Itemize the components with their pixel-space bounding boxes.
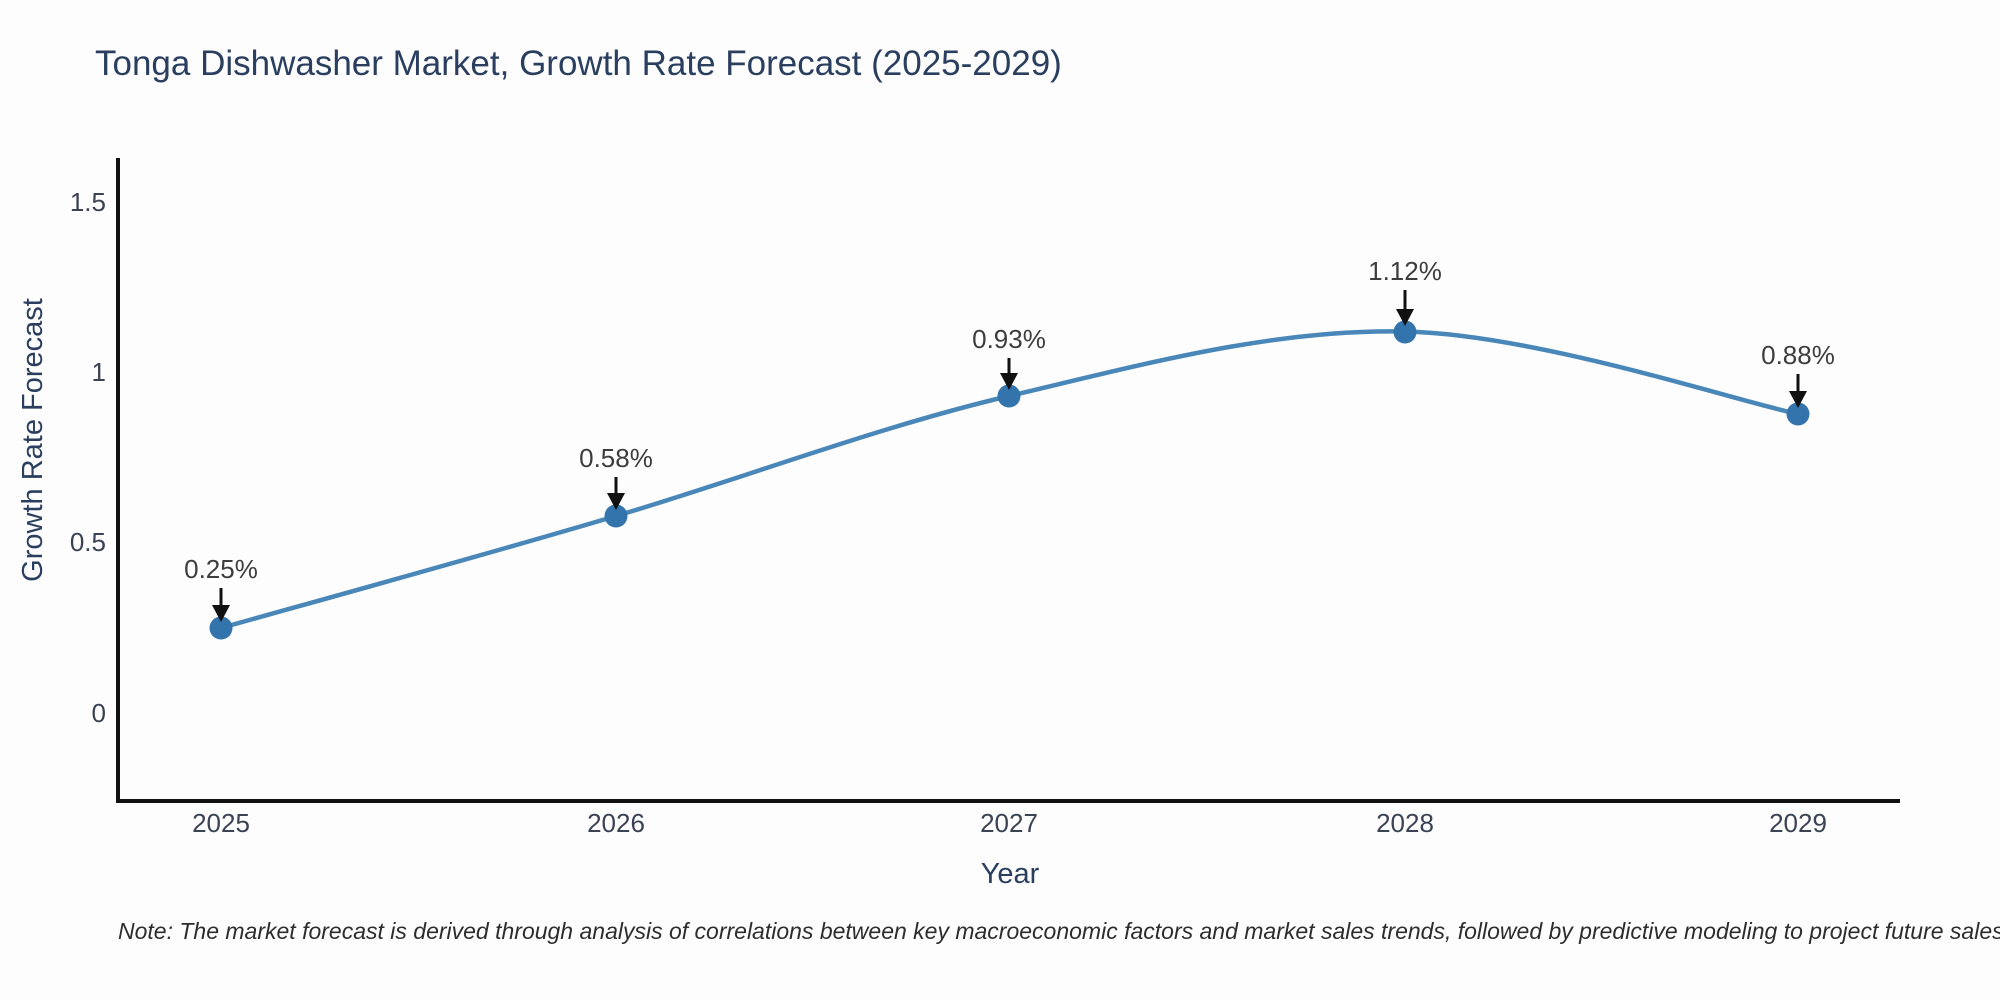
x-tick-label: 2028 — [1376, 808, 1434, 838]
annotation-arrowhead-icon — [1789, 391, 1807, 408]
x-tick-label: 2026 — [587, 808, 645, 838]
y-tick-label: 1.5 — [70, 187, 106, 217]
data-point-marker — [997, 384, 1021, 408]
data-point-2026: 0.58% — [579, 443, 653, 528]
data-point-label: 1.12% — [1368, 256, 1442, 286]
y-tick-label: 0.5 — [70, 527, 106, 557]
x-tick-label: 2029 — [1769, 808, 1827, 838]
chart-title: Tonga Dishwasher Market, Growth Rate For… — [95, 44, 1062, 83]
y-tick-label: 1 — [92, 357, 106, 387]
annotation-arrowhead-icon — [607, 493, 625, 510]
data-point-marker — [1786, 402, 1810, 426]
annotation-arrowhead-icon — [1396, 309, 1414, 326]
y-axis-title: Growth Rate Forecast — [17, 298, 49, 582]
annotation-arrowhead-icon — [1000, 373, 1018, 390]
data-point-marker — [1393, 320, 1417, 344]
data-point-marker — [209, 616, 233, 640]
data-point-2027: 0.93% — [972, 324, 1046, 408]
data-point-2028: 1.12% — [1368, 256, 1442, 344]
x-tick-label: 2027 — [980, 808, 1038, 838]
data-point-label: 0.25% — [184, 554, 258, 584]
footnote: Note: The market forecast is derived thr… — [118, 918, 2000, 944]
data-point-2025: 0.25% — [184, 554, 258, 640]
data-point-label: 0.93% — [972, 324, 1046, 354]
y-tick-label: 0 — [92, 698, 106, 728]
data-point-label: 0.88% — [1761, 340, 1835, 370]
annotation-arrowhead-icon — [212, 605, 230, 622]
data-point-marker — [604, 504, 628, 528]
data-point-2029: 0.88% — [1761, 340, 1835, 426]
x-axis-title: Year — [981, 858, 1040, 890]
data-point-label: 0.58% — [579, 443, 653, 473]
x-tick-label: 2025 — [192, 808, 250, 838]
